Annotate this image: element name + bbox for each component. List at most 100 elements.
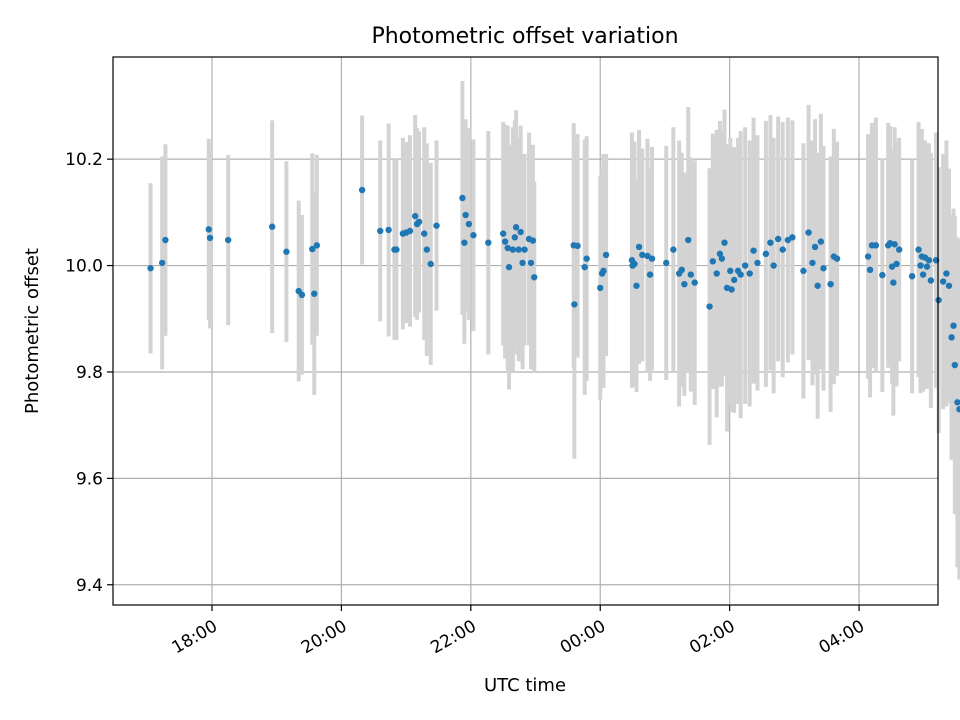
data-point	[461, 239, 468, 246]
data-point	[571, 301, 578, 308]
data-point	[515, 246, 522, 253]
data-point	[597, 284, 604, 292]
data-point	[427, 260, 434, 268]
data-point	[820, 265, 827, 272]
data-point	[917, 262, 924, 269]
data-point	[639, 251, 646, 259]
data-point	[923, 263, 931, 270]
data-point	[939, 278, 947, 285]
data-point	[648, 255, 656, 262]
data-point	[581, 263, 588, 271]
data-point	[462, 211, 469, 219]
data-point	[162, 236, 169, 244]
data-point	[935, 296, 942, 304]
y-axis-label: Photometric offset	[22, 248, 43, 414]
data-point	[908, 273, 916, 280]
data-point	[511, 234, 519, 241]
data-point	[767, 239, 774, 246]
data-point	[415, 218, 423, 226]
data-point	[485, 239, 492, 246]
data-point	[421, 230, 428, 237]
data-point	[377, 227, 384, 235]
data-point	[574, 242, 581, 250]
data-point	[224, 236, 232, 244]
data-point	[741, 262, 749, 269]
data-point	[517, 228, 524, 236]
data-point	[663, 259, 670, 267]
data-point	[890, 279, 897, 286]
data-point	[774, 235, 782, 243]
data-point	[681, 280, 688, 288]
data-point	[943, 270, 950, 277]
data-point	[521, 246, 528, 253]
data-point	[309, 245, 316, 253]
data-point	[311, 290, 318, 297]
data-point	[505, 263, 513, 271]
data-point	[633, 282, 640, 289]
data-point	[685, 236, 692, 244]
data-point	[519, 259, 526, 267]
data-point	[727, 267, 734, 275]
data-point	[770, 262, 777, 269]
data-point	[950, 322, 957, 329]
y-tick-label: 10.2	[65, 150, 103, 170]
data-point	[891, 241, 898, 248]
y-tick-label: 10.0	[65, 257, 103, 277]
data-point	[718, 255, 726, 262]
data-point	[954, 399, 960, 406]
data-point	[706, 303, 713, 310]
data-point	[728, 286, 735, 293]
data-point	[602, 251, 610, 259]
data-point	[951, 361, 959, 369]
data-point	[915, 246, 922, 253]
data-point	[817, 238, 825, 245]
data-points	[147, 186, 960, 413]
data-point	[631, 260, 638, 268]
data-point	[716, 250, 724, 258]
data-point	[789, 234, 796, 241]
data-point	[805, 229, 812, 236]
data-point	[925, 257, 933, 264]
data-point	[501, 238, 509, 245]
data-point	[713, 270, 720, 277]
data-point	[895, 246, 903, 253]
data-point	[465, 220, 473, 228]
data-point	[750, 247, 757, 254]
data-point	[779, 246, 786, 253]
data-point	[433, 222, 440, 229]
data-point	[393, 246, 400, 253]
data-point	[529, 237, 537, 244]
data-point	[423, 246, 431, 253]
data-point	[811, 243, 819, 251]
chart-title: Photometric offset variation	[371, 24, 678, 49]
data-point	[470, 232, 477, 239]
y-tick-label: 9.8	[76, 363, 103, 383]
data-point	[504, 244, 511, 252]
data-point	[635, 243, 643, 251]
data-point	[678, 266, 685, 274]
plot-area-frame	[112, 56, 939, 606]
data-point	[691, 279, 698, 286]
data-point	[205, 226, 212, 233]
data-point	[814, 282, 821, 289]
data-point	[945, 282, 953, 289]
data-point	[833, 255, 841, 262]
data-point	[206, 234, 214, 242]
data-point	[737, 271, 744, 278]
data-point	[268, 223, 276, 230]
data-point	[583, 255, 590, 262]
data-point	[499, 230, 507, 237]
data-point	[866, 266, 874, 274]
y-tick-label: 9.6	[76, 469, 103, 489]
data-point	[948, 334, 955, 341]
data-point	[509, 246, 517, 253]
data-point	[646, 271, 654, 278]
data-point	[385, 226, 392, 234]
data-point	[527, 259, 535, 267]
data-point	[893, 260, 900, 268]
data-point	[827, 280, 834, 288]
data-point	[872, 242, 880, 249]
data-point	[531, 274, 538, 281]
